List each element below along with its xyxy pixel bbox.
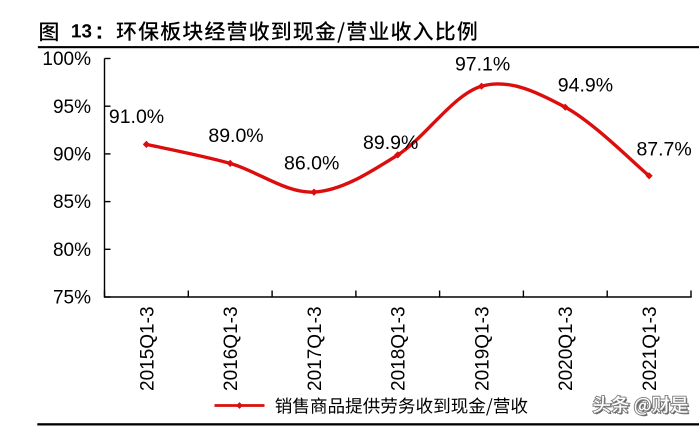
svg-text:2020Q1-3: 2020Q1-3 <box>556 306 577 391</box>
svg-text:95%: 95% <box>53 97 91 118</box>
svg-text:89.9%: 89.9% <box>363 132 418 154</box>
svg-text:86.0%: 86.0% <box>284 153 339 175</box>
svg-text:80%: 80% <box>53 240 91 261</box>
svg-text:87.7%: 87.7% <box>636 138 691 160</box>
svg-text:91.0%: 91.0% <box>109 106 164 128</box>
svg-text:2015Q1-3: 2015Q1-3 <box>137 306 158 391</box>
svg-text:100%: 100% <box>42 49 91 70</box>
svg-text:2019Q1-3: 2019Q1-3 <box>472 306 493 391</box>
svg-text:97.1%: 97.1% <box>455 54 510 76</box>
svg-text:94.9%: 94.9% <box>558 75 613 97</box>
svg-text:89.0%: 89.0% <box>208 125 263 147</box>
svg-text:90%: 90% <box>53 145 91 166</box>
svg-text:85%: 85% <box>53 192 91 213</box>
svg-text:2021Q1-3: 2021Q1-3 <box>640 306 661 391</box>
svg-text:2016Q1-3: 2016Q1-3 <box>221 306 242 391</box>
svg-text:75%: 75% <box>53 288 91 309</box>
svg-text:2017Q1-3: 2017Q1-3 <box>305 306 326 391</box>
svg-text:2018Q1-3: 2018Q1-3 <box>389 306 410 391</box>
